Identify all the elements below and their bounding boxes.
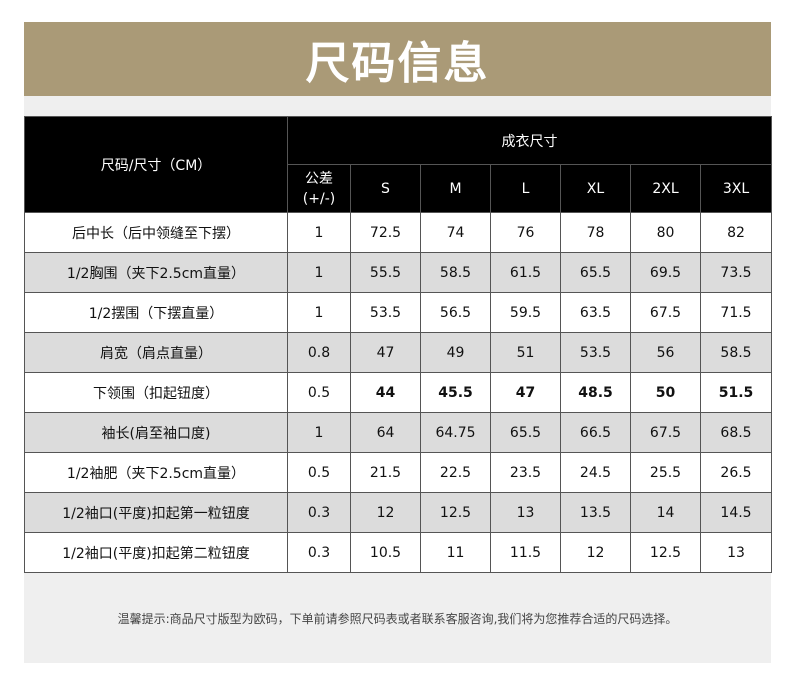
table-row: 下领围（扣起钮度） 0.5 44 45.5 47 48.5 50 51.5 — [24, 372, 773, 413]
value-cell: 58.5 — [699, 332, 773, 373]
value-cell: 11 — [420, 532, 491, 573]
value-cell: 65.5 — [560, 252, 631, 293]
value-cell: 56 — [630, 332, 701, 373]
value-cell: 64.75 — [420, 412, 491, 453]
page-title: 尺码信息 — [305, 38, 490, 89]
value-cell: 56.5 — [420, 292, 491, 333]
value-cell: 82 — [699, 212, 773, 253]
tolerance-cell: 0.5 — [287, 372, 351, 413]
value-cell: 26.5 — [699, 452, 773, 493]
value-cell: 47 — [350, 332, 421, 373]
value-cell: 24.5 — [560, 452, 631, 493]
table-row: 1/2袖肥（夹下2.5cm直量） 0.5 21.5 22.5 23.5 24.5… — [24, 452, 773, 493]
garment-size-group-header: 成衣尺寸 — [286, 116, 773, 165]
value-cell: 48.5 — [560, 372, 631, 413]
size-header: 3XL — [699, 164, 773, 213]
measure-label: 肩宽（肩点直量） — [24, 332, 288, 373]
value-cell: 69.5 — [630, 252, 701, 293]
value-cell: 61.5 — [490, 252, 561, 293]
value-cell: 21.5 — [350, 452, 421, 493]
value-cell: 58.5 — [420, 252, 491, 293]
tolerance-cell: 1 — [287, 252, 351, 293]
value-cell: 13 — [490, 492, 561, 533]
value-cell: 13 — [699, 532, 773, 573]
size-chart-table: 尺码/尺寸（CM） 成衣尺寸 公差 (+/-) S M L XL 2XL 3XL… — [24, 116, 773, 573]
tolerance-header: 公差 (+/-) — [287, 164, 351, 213]
value-cell: 74 — [420, 212, 491, 253]
size-note: 温馨提示:商品尺寸版型为欧码，下单前请参照尺码表或者联系客服咨询,我们将为您推荐… — [117, 612, 678, 626]
value-cell: 65.5 — [490, 412, 561, 453]
value-cell: 67.5 — [630, 412, 701, 453]
measure-label: 下领围（扣起钮度） — [24, 372, 288, 413]
value-cell: 49 — [420, 332, 491, 373]
size-header-row: 公差 (+/-) S M L XL 2XL 3XL — [25, 164, 773, 213]
table-row: 1/2胸围（夹下2.5cm直量） 1 55.5 58.5 61.5 65.5 6… — [24, 252, 773, 293]
table-row: 1/2袖口(平度)扣起第一粒钮度 0.3 12 12.5 13 13.5 14 … — [24, 492, 773, 533]
table-row: 袖长(肩至袖口度) 1 64 64.75 65.5 66.5 67.5 68.5 — [24, 412, 773, 453]
table-row: 后中长（后中领缝至下摆） 1 72.5 74 76 78 80 82 — [24, 212, 773, 253]
value-cell: 12 — [350, 492, 421, 533]
value-cell: 51 — [490, 332, 561, 373]
value-cell: 47 — [490, 372, 561, 413]
value-cell: 11.5 — [490, 532, 561, 573]
value-cell: 71.5 — [699, 292, 773, 333]
size-header: XL — [560, 164, 631, 213]
value-cell: 67.5 — [630, 292, 701, 333]
value-cell: 66.5 — [560, 412, 631, 453]
table-row: 1/2摆围（下摆直量） 1 53.5 56.5 59.5 63.5 67.5 7… — [24, 292, 773, 333]
value-cell: 68.5 — [699, 412, 773, 453]
table-row: 1/2袖口(平度)扣起第二粒钮度 0.3 10.5 11 11.5 12 12.… — [24, 532, 773, 573]
tolerance-cell: 0.8 — [287, 332, 351, 373]
tolerance-cell: 0.3 — [287, 532, 351, 573]
value-cell: 63.5 — [560, 292, 631, 333]
measure-label: 后中长（后中领缝至下摆） — [24, 212, 288, 253]
value-cell: 14.5 — [699, 492, 773, 533]
value-cell: 12 — [560, 532, 631, 573]
tolerance-cell: 1 — [287, 212, 351, 253]
tolerance-cell: 0.3 — [287, 492, 351, 533]
value-cell: 10.5 — [350, 532, 421, 573]
value-cell: 13.5 — [560, 492, 631, 533]
value-cell: 76 — [490, 212, 561, 253]
value-cell: 59.5 — [490, 292, 561, 333]
value-cell: 45.5 — [420, 372, 491, 413]
value-cell: 44 — [350, 372, 421, 413]
size-column-header: 尺码/尺寸（CM） — [24, 116, 288, 213]
measure-label: 1/2袖口(平度)扣起第一粒钮度 — [24, 492, 288, 533]
tolerance-cell: 1 — [287, 292, 351, 333]
measure-label: 袖长(肩至袖口度) — [24, 412, 288, 453]
value-cell: 12.5 — [420, 492, 491, 533]
measure-label: 1/2袖口(平度)扣起第二粒钮度 — [24, 532, 288, 573]
tolerance-cell: 0.5 — [287, 452, 351, 493]
value-cell: 22.5 — [420, 452, 491, 493]
value-cell: 73.5 — [699, 252, 773, 293]
tolerance-cell: 1 — [287, 412, 351, 453]
size-header: S — [350, 164, 421, 213]
title-band: 尺码信息 — [24, 22, 771, 96]
value-cell: 23.5 — [490, 452, 561, 493]
value-cell: 51.5 — [699, 372, 773, 413]
measure-label: 1/2摆围（下摆直量） — [24, 292, 288, 333]
value-cell: 72.5 — [350, 212, 421, 253]
measure-label: 1/2袖肥（夹下2.5cm直量） — [24, 452, 288, 493]
size-header: 2XL — [630, 164, 701, 213]
measure-label: 1/2胸围（夹下2.5cm直量） — [24, 252, 288, 293]
value-cell: 25.5 — [630, 452, 701, 493]
value-cell: 53.5 — [560, 332, 631, 373]
value-cell: 50 — [630, 372, 701, 413]
value-cell: 55.5 — [350, 252, 421, 293]
value-cell: 14 — [630, 492, 701, 533]
value-cell: 78 — [560, 212, 631, 253]
value-cell: 12.5 — [630, 532, 701, 573]
size-header: M — [420, 164, 491, 213]
size-header: L — [490, 164, 561, 213]
table-row: 肩宽（肩点直量） 0.8 47 49 51 53.5 56 58.5 — [24, 332, 773, 373]
value-cell: 80 — [630, 212, 701, 253]
value-cell: 64 — [350, 412, 421, 453]
value-cell: 53.5 — [350, 292, 421, 333]
